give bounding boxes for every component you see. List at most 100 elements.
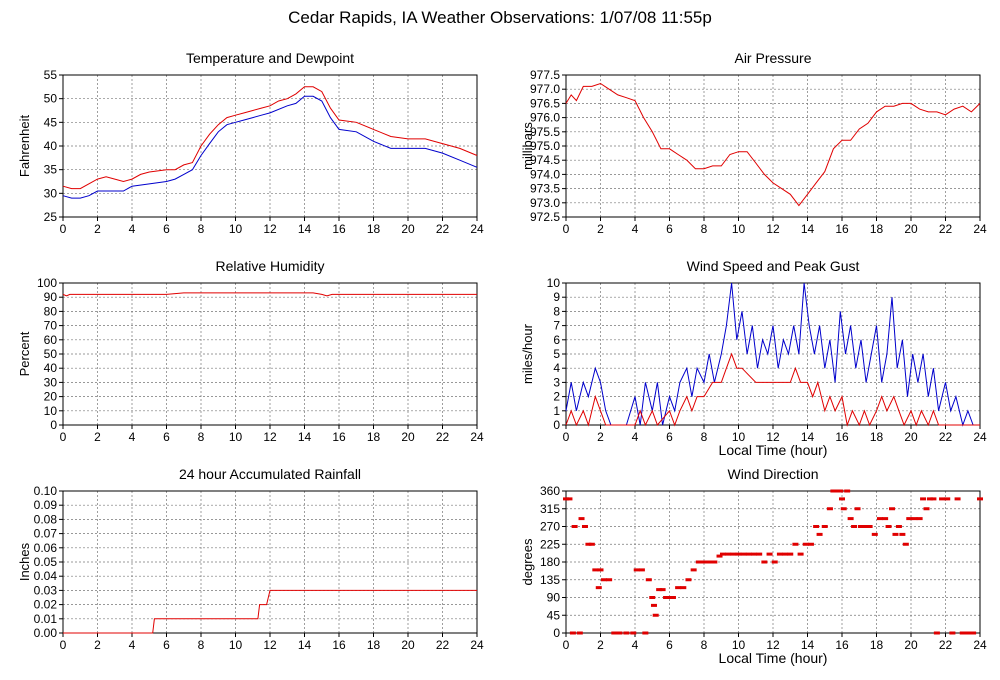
x-tick-label: 2 (94, 638, 101, 652)
y-tick-label: 3 (553, 375, 560, 389)
x-tick-label: 12 (263, 430, 277, 444)
data-point (857, 525, 864, 528)
data-point (585, 542, 592, 546)
data-point (638, 568, 645, 572)
data-point (706, 560, 713, 564)
data-point (970, 631, 977, 635)
series-line-0 (565, 282, 980, 427)
x-tick-label: 10 (732, 430, 746, 444)
y-tick-label: 0.04 (34, 569, 58, 583)
data-point (735, 552, 742, 556)
data-point (906, 517, 913, 521)
y-tick-label: 40 (44, 139, 58, 153)
data-point (669, 596, 676, 599)
x-tick-label: 2 (597, 222, 604, 236)
data-point (576, 631, 583, 635)
x-tick-label: 8 (198, 638, 205, 652)
x-tick-label: 0 (60, 430, 67, 444)
x-tick-label: 12 (766, 638, 780, 652)
series-line-0 (62, 292, 477, 297)
x-tick-label: 18 (367, 430, 381, 444)
data-point (949, 631, 956, 635)
y-tick-label: 0 (50, 418, 57, 432)
data-point (977, 497, 983, 501)
x-tick-label: 22 (436, 430, 450, 444)
data-point (740, 552, 747, 556)
plot-frame (565, 74, 981, 218)
y-tick-label: 0.08 (34, 512, 58, 526)
data-point (939, 497, 946, 501)
y-tick-label: 90 (44, 290, 58, 304)
x-tick-label: 4 (129, 638, 136, 652)
y-tick-label: 25 (44, 210, 58, 224)
x-tick-label: 22 (939, 638, 953, 652)
data-point (911, 517, 918, 521)
y-tick-label: 0.07 (34, 527, 58, 541)
data-point (882, 517, 889, 521)
x-tick-label: 6 (163, 430, 170, 444)
x-tick-label: 16 (835, 430, 849, 444)
x-tick-label: 18 (870, 430, 884, 444)
data-point (876, 517, 883, 521)
x-tick-label: 18 (870, 222, 884, 236)
x-tick-label: 0 (563, 638, 570, 652)
data-point (578, 517, 585, 521)
y-tick-label: 0 (553, 626, 560, 640)
data-point (851, 525, 858, 528)
data-point (569, 631, 576, 635)
x-tick-label: 8 (701, 222, 708, 236)
pressure-chart: Air Pressure972.5973.0973.5974.0974.5975… (520, 50, 987, 236)
x-tick-label: 8 (701, 430, 708, 444)
data-point (787, 552, 794, 556)
x-tick-label: 0 (563, 430, 570, 444)
y-tick-label: 0.06 (34, 541, 58, 555)
series-line-0 (63, 589, 477, 634)
x-tick-label: 20 (401, 222, 415, 236)
x-tick-label: 16 (332, 638, 346, 652)
x-tick-label: 24 (973, 222, 987, 236)
y-tick-label: 30 (44, 186, 58, 200)
data-point (916, 517, 923, 521)
data-point (844, 489, 851, 493)
y-tick-label: 45 (44, 115, 58, 129)
data-point (926, 497, 933, 501)
x-tick-label: 18 (367, 638, 381, 652)
y-tick-label: 1 (553, 404, 560, 418)
data-point (923, 507, 930, 511)
y-tick-label: 90 (547, 591, 561, 605)
x-tick-label: 2 (597, 430, 604, 444)
y-axis-label: millibars (520, 122, 535, 170)
data-point (711, 560, 718, 564)
data-point (566, 497, 573, 501)
x-tick-label: 0 (60, 638, 67, 652)
data-point (597, 568, 604, 572)
y-tick-label: 225 (540, 537, 560, 551)
data-point (756, 552, 763, 556)
y-tick-label: 972.5 (530, 210, 560, 224)
data-point (930, 497, 937, 501)
data-point (830, 489, 837, 493)
y-tick-label: 5 (553, 347, 560, 361)
y-tick-label: 60 (44, 333, 58, 347)
data-point (719, 552, 726, 556)
series-line-0 (565, 82, 981, 207)
y-axis-label: miles/hour (520, 323, 535, 384)
y-tick-label: 55 (44, 68, 58, 82)
x-tick-label: 20 (904, 222, 918, 236)
x-tick-label: 2 (597, 638, 604, 652)
x-tick-label: 20 (401, 638, 415, 652)
data-point (666, 596, 673, 599)
x-axis-label: Local Time (hour) (719, 442, 828, 458)
x-tick-label: 24 (470, 430, 484, 444)
data-point (933, 631, 940, 635)
data-point (685, 578, 692, 582)
data-point (616, 631, 623, 635)
plot-frame (62, 282, 478, 426)
x-tick-label: 10 (229, 638, 243, 652)
y-tick-label: 180 (540, 555, 560, 569)
y-tick-label: 360 (540, 484, 560, 498)
y-tick-label: 0.02 (34, 598, 58, 612)
x-tick-label: 6 (666, 430, 673, 444)
